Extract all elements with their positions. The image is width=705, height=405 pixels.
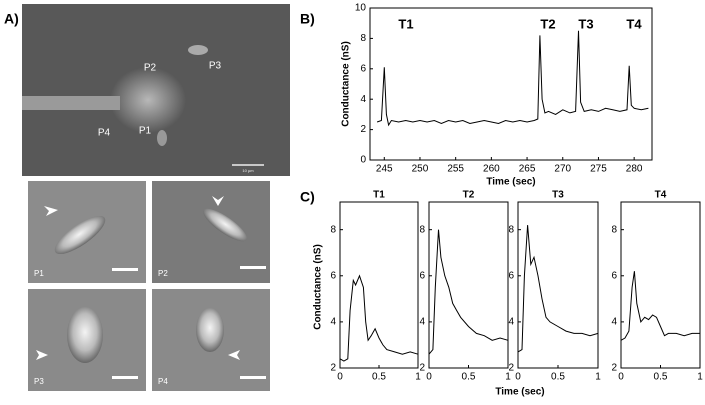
x-tick-label: 0.5 xyxy=(551,372,565,383)
y-tick-label: 4 xyxy=(508,317,514,328)
x-tick-label: 265 xyxy=(519,164,536,175)
x-tick-label: 1 xyxy=(697,372,703,383)
x-tick-label: 1 xyxy=(595,372,601,383)
y-tick-label: 4 xyxy=(360,94,366,105)
cell-label: P3 xyxy=(209,61,222,72)
y-tick-label: 8 xyxy=(360,33,366,44)
inset-label: P1 xyxy=(34,269,44,278)
y-tick-label: 6 xyxy=(330,270,336,281)
chart-title: T2 xyxy=(463,190,475,201)
x-axis-label: Time (sec) xyxy=(486,177,535,188)
y-tick-label: 2 xyxy=(611,363,617,374)
x-tick-label: 255 xyxy=(447,164,464,175)
plot-frame xyxy=(369,7,653,161)
trace xyxy=(620,271,700,341)
x-tick-label: 250 xyxy=(412,164,429,175)
x-axis-label: Time (sec) xyxy=(495,387,544,398)
chart-title: T4 xyxy=(655,190,667,201)
inset: P1 xyxy=(28,181,146,283)
x-tick-label: 0.5 xyxy=(462,372,476,383)
x-tick-label: 0 xyxy=(618,372,624,383)
annotation: T4 xyxy=(626,16,642,31)
chart-title: T3 xyxy=(552,190,564,201)
inset-label: P4 xyxy=(158,377,168,386)
inset-label: P2 xyxy=(158,269,168,278)
x-tick-label: 0.5 xyxy=(654,372,668,383)
x-tick-label: 280 xyxy=(626,164,643,175)
y-tick-label: 8 xyxy=(508,224,514,235)
cell-label: P1 xyxy=(139,126,152,137)
x-tick-label: 0 xyxy=(426,372,432,383)
y-tick-label: 2 xyxy=(508,363,514,374)
y-tick-label: 4 xyxy=(419,317,425,328)
y-tick-label: 6 xyxy=(419,270,425,281)
y-tick-label: 4 xyxy=(611,317,617,328)
trace xyxy=(428,229,509,355)
y-tick-label: 2 xyxy=(360,124,366,135)
x-tick-label: 0 xyxy=(337,372,343,383)
inset: P3 xyxy=(28,289,146,391)
cell-body xyxy=(110,67,186,133)
y-tick-label: 0 xyxy=(360,155,366,166)
scale-text: 10 µm xyxy=(242,168,254,173)
inset-label: P3 xyxy=(34,377,44,386)
chart-title: T1 xyxy=(373,190,385,201)
cell-label: P2 xyxy=(144,63,157,74)
annotation: T2 xyxy=(540,16,555,31)
y-tick-label: 10 xyxy=(355,3,367,14)
x-tick-label: 1 xyxy=(505,372,511,383)
trace xyxy=(339,274,419,362)
plot-frame xyxy=(339,201,419,369)
x-tick-label: 275 xyxy=(590,164,607,175)
y-tick-label: 8 xyxy=(330,224,336,235)
x-tick-label: 1 xyxy=(415,372,421,383)
y-tick-label: 6 xyxy=(611,270,617,281)
y-tick-label: 6 xyxy=(508,270,514,281)
panel-label: C) xyxy=(300,189,315,205)
y-tick-label: 2 xyxy=(419,363,425,374)
pipette xyxy=(22,96,120,110)
cell-label: P4 xyxy=(98,128,111,139)
inset: P4 xyxy=(152,289,270,391)
y-tick-label: 6 xyxy=(360,63,366,74)
x-tick-label: 270 xyxy=(554,164,571,175)
panel-label: B) xyxy=(300,11,315,27)
plot-frame xyxy=(517,201,599,369)
trace xyxy=(517,225,599,353)
panel-label: A) xyxy=(4,11,19,27)
x-tick-label: 0.5 xyxy=(372,372,386,383)
y-tick-label: 4 xyxy=(330,317,336,328)
y-tick-label: 8 xyxy=(419,224,425,235)
y-axis-label: Conductance (nS) xyxy=(341,41,352,127)
inset: P2 xyxy=(152,181,270,283)
plot-frame xyxy=(428,201,509,369)
x-tick-label: 0 xyxy=(515,372,521,383)
y-tick-label: 8 xyxy=(611,224,617,235)
annotation: T3 xyxy=(578,16,593,31)
cell xyxy=(188,45,208,55)
cell xyxy=(157,130,167,146)
trace xyxy=(376,30,649,127)
y-tick-label: 2 xyxy=(330,363,336,374)
x-tick-label: 260 xyxy=(483,164,500,175)
y-axis-label: Conductance (nS) xyxy=(313,244,324,330)
x-tick-label: 245 xyxy=(376,164,393,175)
annotation: T1 xyxy=(398,16,413,31)
